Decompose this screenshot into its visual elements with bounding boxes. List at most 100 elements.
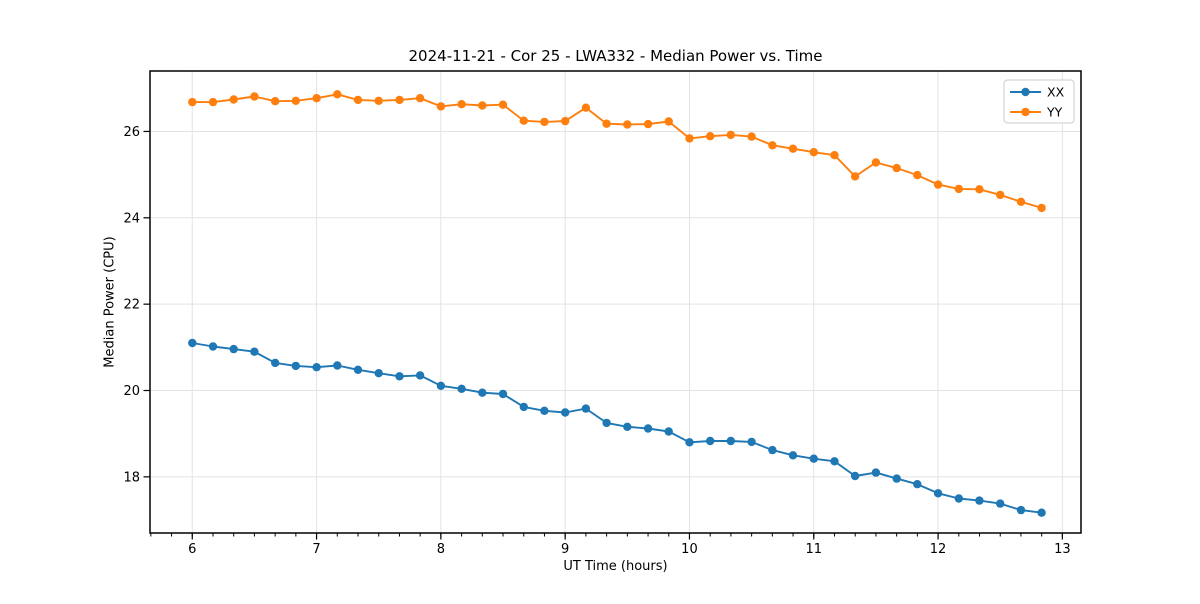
- legend-label-XX: XX: [1047, 85, 1065, 100]
- data-point-XX: [561, 408, 570, 417]
- y-tick-label: 20: [123, 384, 140, 399]
- data-point-YY: [540, 117, 549, 127]
- data-point-XX: [250, 347, 259, 356]
- data-point-YY: [271, 97, 280, 106]
- data-point-YY: [747, 132, 756, 141]
- data-point-YY: [353, 95, 363, 105]
- data-point-XX: [415, 371, 425, 380]
- data-point-XX: [271, 358, 280, 368]
- axes-frame: [149, 70, 1082, 534]
- x-tick-label: 7: [312, 542, 320, 557]
- data-point-YY: [788, 144, 798, 153]
- data-point-XX: [353, 365, 363, 374]
- data-point-YY: [457, 100, 466, 109]
- data-point-XX: [498, 389, 508, 399]
- x-tick-label: 10: [681, 542, 698, 557]
- data-point-XX: [788, 451, 798, 460]
- data-point-YY: [996, 190, 1005, 200]
- data-point-YY: [333, 90, 342, 99]
- data-point-XX: [602, 418, 611, 428]
- data-point-XX: [892, 474, 901, 483]
- data-point-XX: [519, 402, 528, 412]
- y-tick-label: 26: [123, 125, 140, 140]
- data-point-XX: [664, 427, 673, 436]
- data-point-YY: [706, 132, 715, 141]
- data-point-YY: [478, 101, 487, 110]
- data-point-YY: [1037, 203, 1046, 213]
- data-point-XX: [457, 384, 466, 393]
- x-tick-label: 6: [188, 542, 196, 557]
- x-tick-label: 13: [1054, 542, 1071, 557]
- legend-label-YY: YY: [1046, 105, 1063, 120]
- data-point-YY: [809, 148, 818, 157]
- data-point-XX: [188, 338, 197, 348]
- data-point-XX: [1037, 508, 1046, 517]
- data-point-YY: [892, 163, 901, 173]
- data-point-XX: [540, 406, 549, 415]
- x-tick-label: 12: [930, 542, 947, 557]
- data-point-YY: [602, 119, 611, 128]
- data-point-YY: [850, 172, 860, 181]
- data-point-YY: [374, 96, 383, 106]
- y-tick-label: 24: [123, 211, 140, 226]
- data-point-YY: [395, 95, 404, 105]
- x-tick-label: 8: [437, 542, 445, 557]
- data-point-YY: [208, 97, 218, 107]
- legend-marker-XX: [1021, 87, 1030, 97]
- data-point-XX: [333, 361, 342, 370]
- data-point-YY: [685, 134, 694, 143]
- x-tick-label: 11: [805, 542, 822, 557]
- data-point-YY: [726, 130, 735, 140]
- data-point-YY: [768, 141, 777, 150]
- x-tick-label: 9: [561, 542, 569, 557]
- data-point-YY: [581, 103, 591, 112]
- data-point-XX: [208, 342, 218, 351]
- data-point-XX: [643, 424, 653, 433]
- data-point-XX: [975, 496, 984, 505]
- data-point-YY: [933, 180, 943, 189]
- data-point-YY: [561, 116, 570, 126]
- data-point-XX: [933, 489, 943, 498]
- data-point-YY: [623, 120, 632, 129]
- data-point-XX: [685, 438, 694, 447]
- data-point-XX: [478, 388, 487, 397]
- data-point-XX: [436, 381, 446, 390]
- data-point-YY: [519, 116, 528, 125]
- data-point-XX: [747, 437, 756, 447]
- data-point-XX: [623, 422, 632, 431]
- data-point-XX: [706, 436, 715, 446]
- data-point-XX: [395, 372, 404, 381]
- y-tick-label: 18: [123, 470, 140, 485]
- data-point-YY: [229, 95, 238, 104]
- data-point-YY: [188, 97, 197, 107]
- data-point-YY: [1016, 197, 1026, 206]
- data-point-XX: [954, 494, 963, 503]
- data-point-YY: [830, 151, 839, 160]
- chart-title: 2024-11-21 - Cor 25 - LWA332 - Median Po…: [408, 47, 823, 65]
- data-point-YY: [436, 102, 446, 111]
- data-point-XX: [871, 468, 881, 477]
- data-point-XX: [850, 471, 860, 481]
- data-point-XX: [768, 445, 777, 455]
- data-point-YY: [871, 158, 881, 167]
- legend-marker-YY: [1021, 107, 1030, 117]
- data-point-YY: [913, 170, 922, 180]
- data-point-XX: [830, 457, 839, 466]
- data-point-XX: [726, 436, 735, 446]
- data-point-YY: [975, 185, 984, 194]
- data-point-YY: [312, 94, 321, 103]
- data-point-YY: [664, 117, 673, 126]
- x-axis-label: UT Time (hours): [563, 559, 668, 574]
- series-line-YY: [192, 93, 1042, 209]
- data-point-XX: [229, 344, 238, 354]
- data-point-YY: [250, 92, 259, 101]
- data-point-XX: [374, 369, 383, 378]
- data-point-XX: [996, 499, 1005, 508]
- data-point-XX: [913, 480, 922, 489]
- data-point-YY: [643, 119, 653, 129]
- data-point-YY: [291, 96, 300, 106]
- data-point-XX: [1016, 505, 1026, 515]
- data-point-XX: [291, 361, 300, 371]
- y-tick-label: 22: [123, 298, 140, 313]
